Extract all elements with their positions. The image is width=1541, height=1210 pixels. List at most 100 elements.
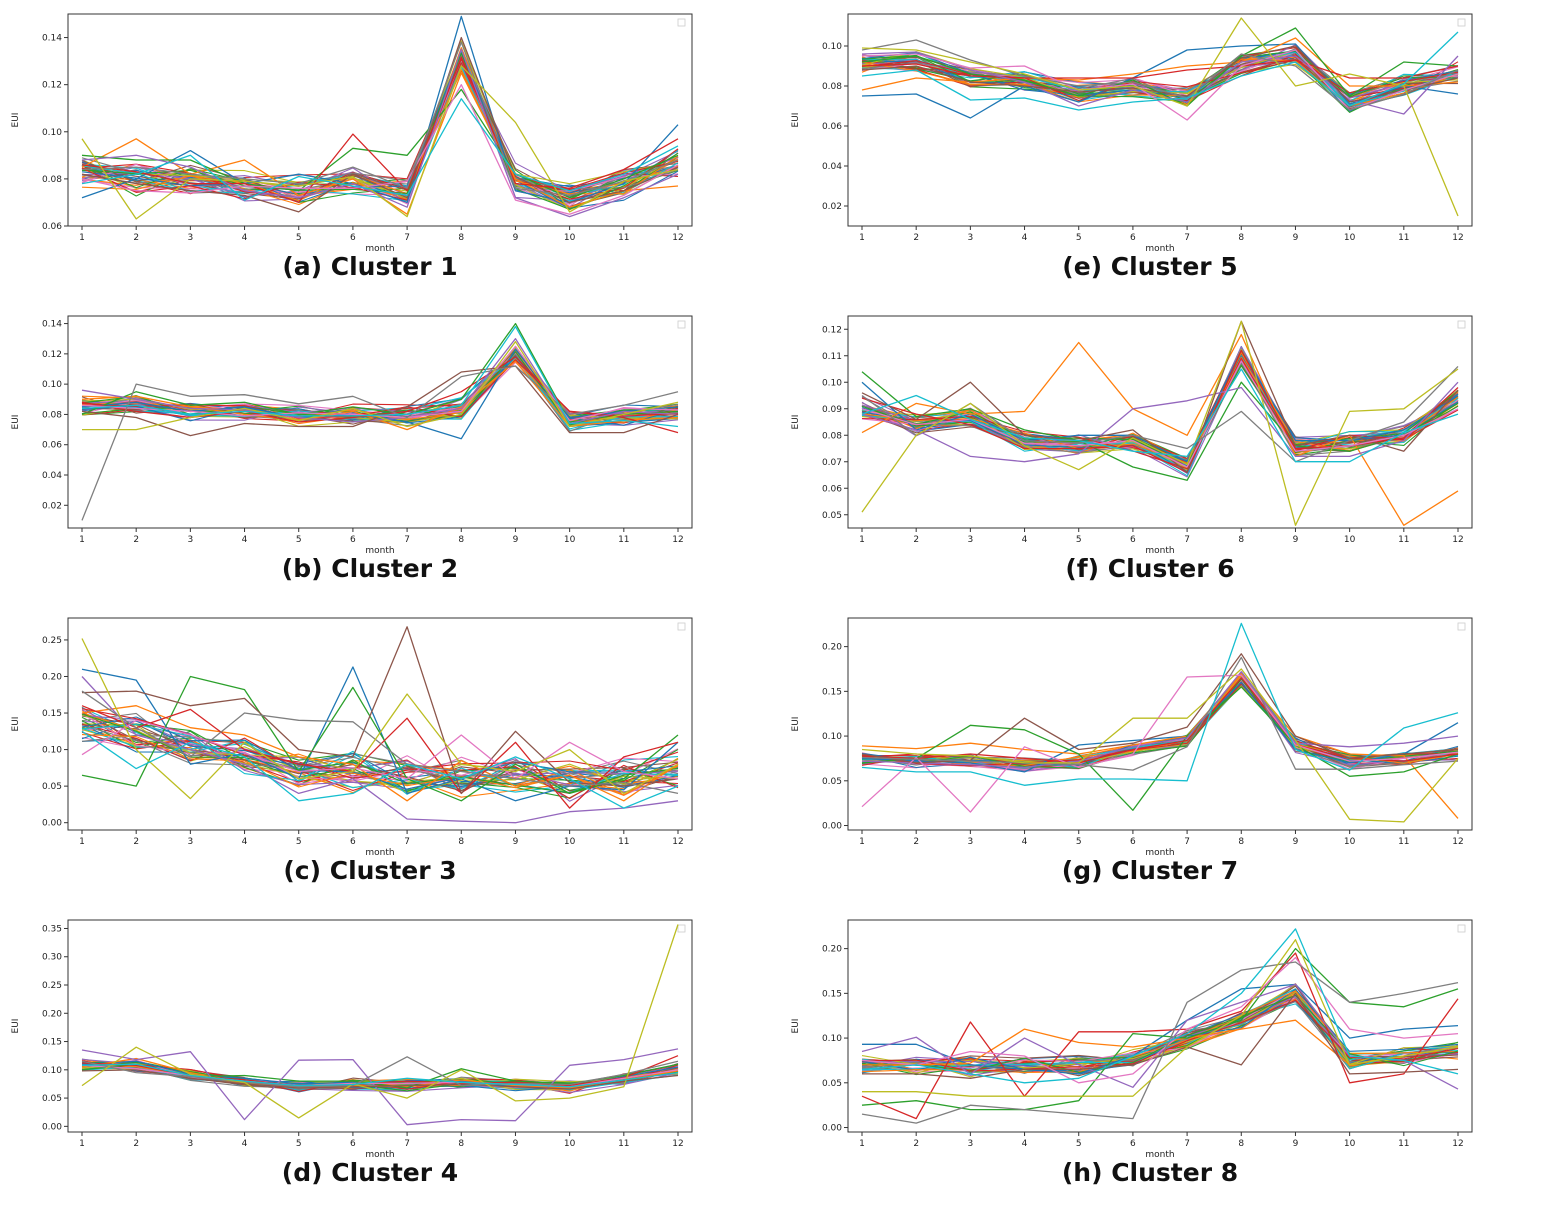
series-line (81, 348, 679, 440)
series-group (861, 622, 1459, 823)
x-tick-label: 12 (672, 535, 683, 545)
x-tick-label: 6 (1130, 837, 1136, 847)
x-tick-label: 12 (672, 837, 683, 847)
x-tick-label: 4 (1022, 535, 1028, 545)
y-tick-label: 0.15 (822, 989, 842, 999)
series-line-filler (81, 713, 679, 794)
chart-cluster-2: 0.020.040.060.080.100.120.141 2 3 4 5 6 7 8 9 10 1… (11, 315, 693, 556)
x-tick-label: 1 (859, 535, 865, 545)
x-tick-label: 4 (242, 233, 248, 243)
series-line (81, 719, 679, 780)
series-line (81, 36, 679, 213)
y-tick-label: 0.10 (42, 746, 62, 756)
y-tick-label: 0.10 (822, 378, 842, 388)
x-tick-label: 12 (1452, 535, 1463, 545)
series-line (861, 952, 1459, 1120)
series-line (861, 677, 1459, 764)
legend-box (1457, 320, 1466, 329)
panel-cluster-5: 0.02 0.04 0.06 0.08 0.10 1 2 3 4 5 6 7 8 9 10 11 12 month… (780, 0, 1520, 300)
x-tick-label: 11 (618, 535, 629, 545)
x-tick-label: 6 (1130, 1139, 1136, 1149)
x-tick-label: 1 (859, 233, 865, 243)
caption-cluster-1: (a) Cluster 1 (282, 252, 458, 281)
y-tick-label: 0.25 (42, 636, 62, 646)
y-axis-label: EUI (11, 415, 21, 430)
series-line (81, 365, 679, 521)
x-tick-label: 9 (1293, 233, 1299, 243)
series-line (861, 686, 1459, 811)
y-tick-label: 0.08 (822, 82, 842, 92)
y-tick-label: 0.06 (822, 122, 842, 132)
y-tick-label: 0.06 (822, 484, 842, 494)
y-tick-label: 0.20 (42, 672, 62, 682)
x-tick-label: 8 (1238, 837, 1244, 847)
legend-box (1457, 622, 1466, 631)
x-tick-label: 4 (242, 837, 248, 847)
series-line (861, 671, 1459, 769)
x-tick-label: 5 (296, 233, 302, 243)
y-tick-label: 0.15 (42, 709, 62, 719)
y-axis-label: EUI (791, 113, 801, 128)
x-tick-label: 12 (672, 233, 683, 243)
series-line (861, 928, 1459, 1084)
panel-cluster-2: 0.02 0.04 0.06 0.08 0.10 0.12 0.14 1 2 3 4 5 6 7 8 9 10 1… (0, 302, 740, 602)
x-tick-label: 1 (859, 1139, 865, 1149)
y-tick-label: 0.15 (822, 687, 842, 697)
series-line (81, 65, 679, 220)
y-tick-label: 0.00 (822, 822, 842, 832)
series-line (81, 15, 679, 204)
y-axis-label: EUI (11, 717, 21, 732)
series-line-filler (81, 54, 679, 190)
x-tick-label: 8 (458, 535, 464, 545)
series-group (81, 15, 679, 220)
y-axis-label: EUI (791, 415, 801, 430)
x-tick-label: 12 (1452, 233, 1463, 243)
x-tick-label: 4 (1022, 837, 1028, 847)
x-tick-label: 2 (913, 1139, 919, 1149)
x-tick-label: 5 (296, 837, 302, 847)
y-axis-label: EUI (11, 113, 21, 128)
plot-frame (847, 13, 1473, 227)
caption-cluster-6: (f) Cluster 6 (1065, 554, 1235, 583)
chart-cluster-8: 0.000.050.100.150.201 2 3 4 5 6 7 8 9 10 11 12month… (791, 919, 1473, 1160)
series-line (81, 338, 679, 425)
y-tick-label: 0.08 (822, 431, 842, 441)
series-line (81, 48, 679, 218)
y-tick-label: 0.14 (42, 34, 62, 44)
chart-cluster-4: 0.000.050.100.150.200.250.300.351 2 3 4 5 6 7 8… (11, 919, 693, 1160)
y-tick-label: 0.00 (42, 819, 62, 829)
panel-cluster-4: 0.00 0.05 0.10 0.15 0.20 0.25 0.30 0.35 1 2 3 4 5 6 7 8… (0, 906, 740, 1206)
x-tick-label: 10 (1344, 233, 1356, 243)
series-line (861, 956, 1459, 1084)
series-line (861, 59, 1459, 79)
x-tick-label: 11 (618, 837, 629, 847)
panel-cluster-7: 0.00 0.05 0.10 0.15 0.20 1 2 3 4 5 6 7 8 9 10 11 12 month… (780, 604, 1520, 904)
series-line-filler (81, 41, 679, 198)
y-tick-label: 0.20 (42, 1009, 62, 1019)
x-tick-label: 7 (1184, 837, 1190, 847)
x-tick-label: 9 (513, 1139, 519, 1149)
series-line (81, 41, 679, 197)
series-line-filler (81, 52, 679, 210)
y-tick-label: 0.12 (42, 350, 62, 360)
series-group (81, 626, 679, 824)
panel-cluster-8: 0.00 0.05 0.10 0.15 0.20 1 2 3 4 5 6 7 8 9 10 11 12 month… (780, 906, 1520, 1206)
caption-cluster-2: (b) Cluster 2 (281, 554, 459, 583)
series-line (861, 674, 1459, 813)
y-tick-label: 0.10 (42, 128, 62, 138)
series-group (81, 322, 679, 521)
series-line (862, 939, 1459, 1097)
y-tick-label: 0.12 (42, 81, 62, 91)
y-tick-label: 0.00 (42, 1122, 62, 1132)
y-tick-label: 0.10 (822, 1034, 842, 1044)
x-tick-label: 1 (79, 535, 85, 545)
y-tick-label: 0.10 (822, 42, 842, 52)
series-line (861, 320, 1459, 526)
x-tick-label: 10 (1344, 535, 1356, 545)
chart-cluster-7: 0.000.050.100.150.201 2 3 4 5 6 7 8 9 10 11 12month… (791, 617, 1473, 858)
x-tick-label: 9 (513, 837, 519, 847)
x-axis-label: month (365, 546, 394, 556)
y-tick-label: 0.08 (42, 175, 62, 185)
x-axis-label: month (1145, 1150, 1174, 1160)
x-tick-label: 12 (1452, 1139, 1463, 1149)
